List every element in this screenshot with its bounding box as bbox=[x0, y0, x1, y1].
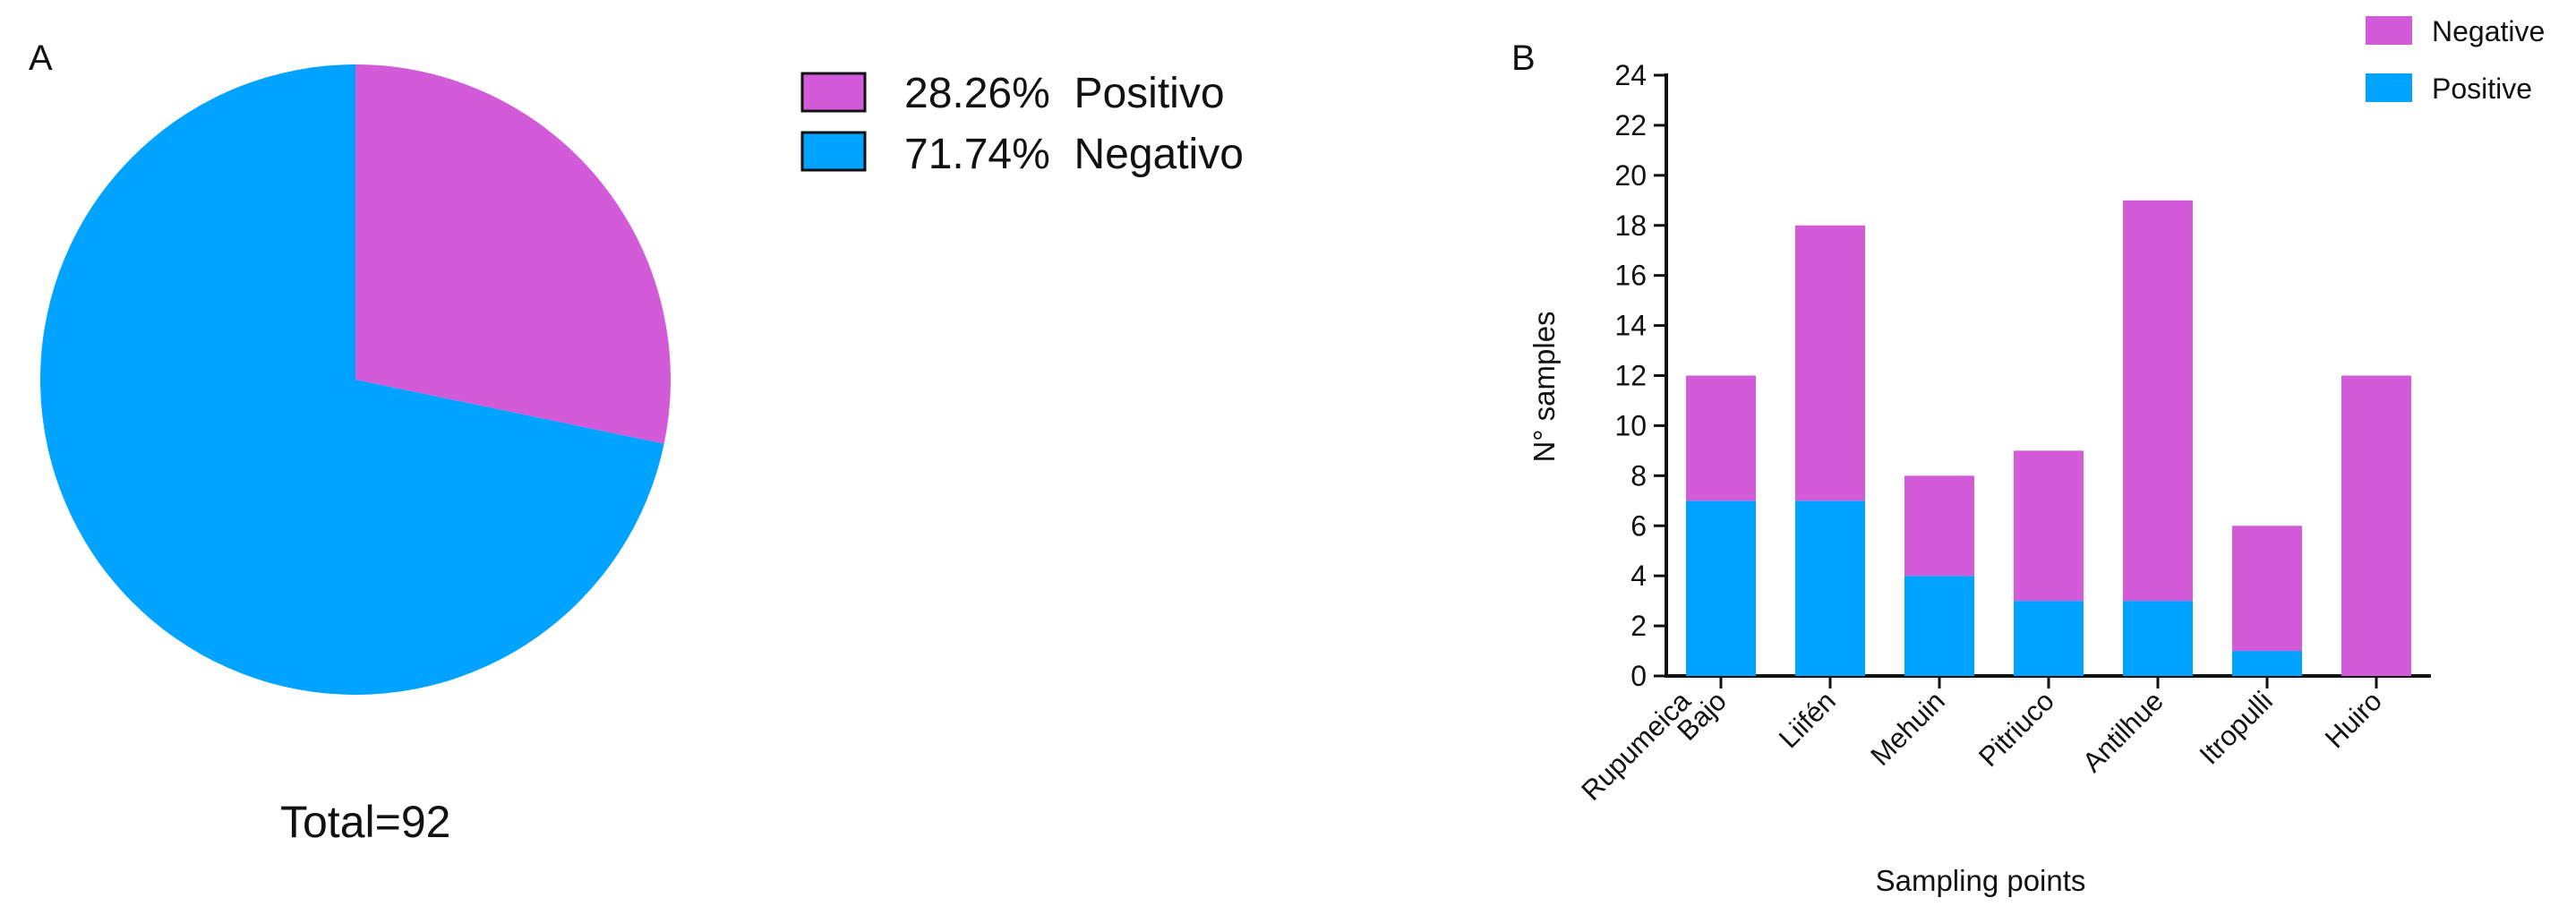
y-tick-label: 18 bbox=[1614, 210, 1647, 242]
y-tick-label: 4 bbox=[1630, 560, 1647, 592]
y-tick-label: 14 bbox=[1614, 310, 1647, 342]
y-axis-title: N° samples bbox=[1528, 311, 1561, 462]
legend-swatch-positivo bbox=[800, 72, 867, 113]
bar-legend: Negative Positive bbox=[2366, 15, 2545, 105]
bar-positive bbox=[2232, 651, 2302, 676]
bar-negative bbox=[1795, 225, 1865, 501]
x-category-label: Mehuin bbox=[1864, 685, 1951, 772]
legend-swatch-positive bbox=[2366, 73, 2412, 102]
legend-label-positive: Positive bbox=[2432, 73, 2532, 105]
bar-negative bbox=[2232, 526, 2302, 652]
legend-label-negative: Negative bbox=[2432, 15, 2545, 47]
legend-swatch-negativo bbox=[800, 131, 867, 172]
y-tick-label: 20 bbox=[1614, 159, 1647, 192]
x-category-label: Liifén bbox=[1773, 685, 1842, 754]
x-category-label: Pitriuco bbox=[1973, 685, 2060, 773]
bar-negative bbox=[1686, 375, 1756, 501]
y-tick-label: 6 bbox=[1630, 509, 1647, 542]
legend-swatch-negative bbox=[2366, 16, 2412, 45]
y-tick-label: 10 bbox=[1614, 409, 1647, 441]
bar-positive bbox=[1686, 500, 1756, 676]
bar-positive bbox=[2014, 601, 2084, 676]
bar-negative bbox=[1904, 475, 1974, 577]
pie-total-label: Total=92 bbox=[280, 797, 450, 847]
pie-slice-negativo bbox=[40, 64, 664, 696]
x-category-label: Antilhue bbox=[2076, 685, 2169, 778]
bar-negative bbox=[2341, 375, 2411, 676]
bar-negative bbox=[2123, 200, 2193, 602]
x-category-label: Rupumeica bbox=[1575, 685, 1697, 807]
y-tick-label: 12 bbox=[1614, 360, 1647, 392]
panel-b-label: B bbox=[1511, 38, 1536, 78]
x-category-label: Huiro bbox=[2319, 685, 2388, 754]
pie-legend: 28.26% Positivo 71.74% Negativo bbox=[800, 70, 1244, 178]
y-tick-label: 8 bbox=[1630, 459, 1647, 492]
bar-positive bbox=[2123, 601, 2193, 676]
x-category-label: Itropulli bbox=[2194, 685, 2279, 770]
legend-label-positivo: 28.26% Positivo bbox=[904, 70, 1225, 117]
pie-slice-positivo bbox=[355, 64, 671, 444]
bar-negative bbox=[2014, 450, 2084, 602]
y-tick-label: 22 bbox=[1614, 109, 1647, 141]
y-tick-label: 2 bbox=[1630, 610, 1647, 642]
x-axis-title: Sampling points bbox=[1876, 864, 2086, 897]
bar-positive bbox=[1795, 500, 1865, 676]
y-tick-label: 0 bbox=[1630, 660, 1647, 692]
legend-label-negativo: 71.74% Negativo bbox=[904, 131, 1244, 178]
pie-chart bbox=[40, 64, 671, 696]
panel-a-label: A bbox=[29, 38, 53, 78]
y-tick-label: 16 bbox=[1614, 260, 1647, 292]
y-tick-label: 24 bbox=[1614, 59, 1647, 91]
bar-positive bbox=[1904, 576, 1974, 676]
